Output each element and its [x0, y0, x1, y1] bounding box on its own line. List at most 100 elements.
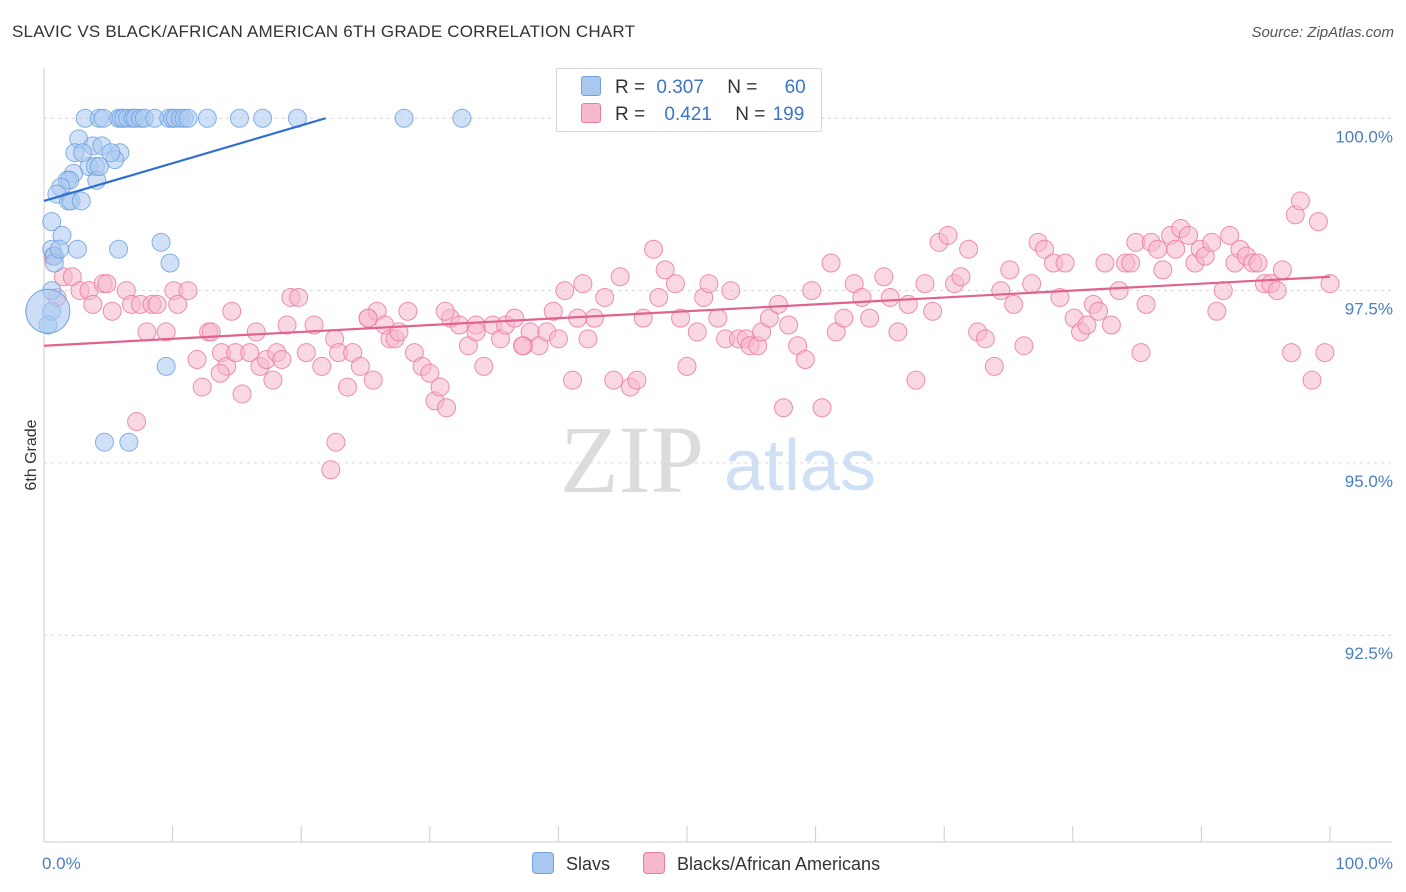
blacks-point — [888, 322, 908, 342]
watermark-atlas: atlas — [724, 426, 876, 506]
blacks-trend-line — [43, 275, 1331, 347]
blacks-point — [263, 370, 283, 390]
blacks-point — [1272, 260, 1292, 280]
slavs-point — [119, 432, 139, 452]
blacks-point — [821, 253, 841, 273]
blacks-point — [449, 315, 469, 335]
source-label: Source: ZipAtlas.com — [1251, 24, 1394, 41]
blacks-point — [834, 308, 854, 328]
series-slavs-points — [25, 108, 472, 452]
blacks-point — [505, 308, 525, 328]
blacks-point — [512, 336, 532, 356]
stats-legend: R = 0.307 N = 60 R = 0.421 N = 199 — [556, 68, 822, 132]
slavs-point — [25, 288, 71, 334]
legend-r-value: 0.307 — [656, 77, 704, 98]
slavs-point — [151, 232, 171, 252]
blacks-point — [655, 260, 675, 280]
trend-lines — [43, 117, 1331, 347]
blacks-point — [398, 301, 418, 321]
blacks-point — [1077, 315, 1097, 335]
blacks-point — [289, 287, 309, 307]
blacks-point — [880, 287, 900, 307]
blacks-point — [1004, 294, 1024, 314]
blacks-point — [1022, 274, 1042, 294]
blacks-point — [337, 377, 357, 397]
blacks-point — [584, 308, 604, 328]
blacks-point — [1014, 336, 1034, 356]
y-axis-label: 6th Grade — [23, 419, 40, 490]
blacks-point — [984, 356, 1004, 376]
grid-lines — [44, 117, 1392, 636]
blacks-point — [610, 267, 630, 287]
blacks-point — [1302, 370, 1322, 390]
blacks-point — [1121, 253, 1141, 273]
blacks-point — [102, 301, 122, 321]
blacks-point — [326, 432, 346, 452]
blacks-point — [222, 301, 242, 321]
blacks-point — [699, 274, 719, 294]
blacks-point — [563, 370, 583, 390]
blacks-point — [1101, 315, 1121, 335]
blacks-point — [1267, 281, 1287, 301]
blacks-point — [708, 308, 728, 328]
blacks-point — [1089, 301, 1109, 321]
blacks-point — [627, 370, 647, 390]
slavs-point — [109, 239, 129, 259]
slavs-point — [89, 157, 109, 176]
blacks-point — [959, 239, 979, 259]
slavs-point — [73, 143, 93, 163]
blacks-point — [1109, 281, 1129, 301]
blacks-point — [272, 350, 292, 369]
blacks-point — [1050, 287, 1070, 307]
y-tick-labels: 92.5% 95.0% 97.5% 100.0% — [1335, 127, 1393, 663]
bottom-legend-swatch-slavs — [532, 852, 554, 874]
blacks-point — [548, 329, 568, 349]
blacks-point — [1213, 281, 1233, 301]
legend-n-label: N = — [735, 104, 766, 125]
blacks-point — [812, 398, 832, 418]
blacks-point — [795, 350, 815, 369]
blacks-point — [350, 356, 370, 376]
legend-n-value: 199 — [772, 104, 805, 125]
blacks-point — [1136, 294, 1156, 314]
blacks-point — [137, 322, 157, 342]
blacks-point — [555, 281, 575, 301]
watermark-zip: ZIP — [560, 406, 704, 513]
bottom-legend-slavs: Slavs — [532, 852, 610, 875]
slavs-point — [94, 432, 114, 452]
legend-r-label: R = — [615, 77, 646, 98]
slavs-point — [101, 143, 121, 163]
slavs-trend-line — [43, 117, 326, 203]
blacks-point — [644, 239, 664, 259]
blacks-point — [1153, 260, 1173, 280]
blacks-point — [466, 322, 486, 342]
blacks-point — [156, 322, 176, 342]
blacks-point — [1166, 239, 1186, 259]
blacks-point — [671, 308, 691, 328]
slavs-point — [156, 356, 176, 376]
blacks-point — [201, 322, 221, 342]
slavs-point — [49, 239, 69, 259]
blacks-point — [304, 315, 324, 335]
blacks-point — [595, 287, 615, 307]
slavs-point — [253, 108, 273, 128]
legend-n-label: N = — [727, 77, 758, 98]
blacks-point — [312, 356, 332, 376]
blacks-point — [938, 225, 958, 245]
blacks-point — [1131, 343, 1151, 363]
blacks-point — [759, 308, 779, 328]
y-tick-label: 92.5% — [1345, 644, 1393, 663]
axes — [43, 68, 1392, 843]
blacks-point — [649, 287, 669, 307]
blacks-point — [168, 294, 188, 314]
blacks-point — [633, 308, 653, 328]
blacks-point — [779, 315, 799, 335]
blacks-point — [420, 363, 440, 383]
slavs-point — [197, 108, 217, 128]
blacks-point — [906, 370, 926, 390]
blacks-point — [430, 377, 450, 397]
blacks-point — [573, 274, 593, 294]
legend-r-label: R = — [615, 104, 646, 125]
blacks-point — [1315, 343, 1335, 363]
